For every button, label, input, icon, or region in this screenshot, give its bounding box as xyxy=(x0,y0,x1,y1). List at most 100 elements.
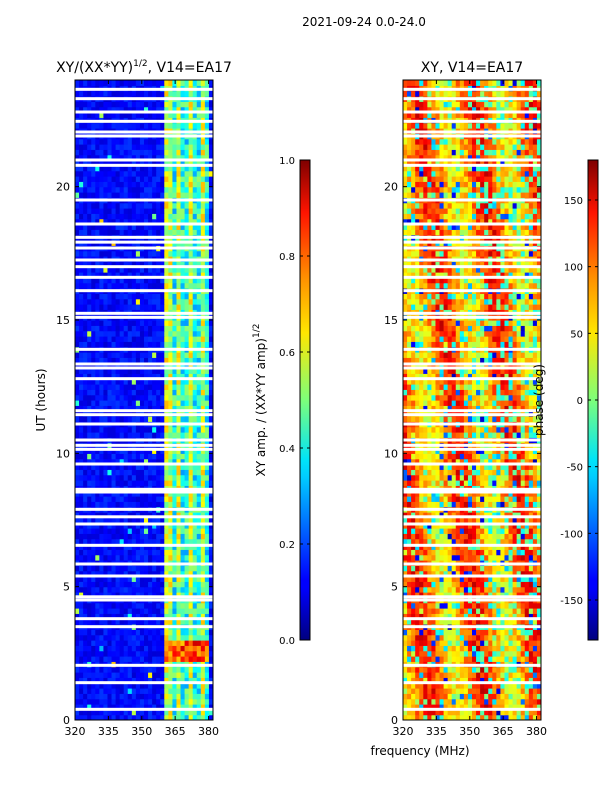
heatmap-cell xyxy=(95,266,100,273)
heatmap-cell xyxy=(516,634,522,641)
heatmap-cell xyxy=(152,554,157,561)
heatmap-cell xyxy=(427,645,433,652)
heatmap-cell xyxy=(131,165,137,172)
heatmap-cell xyxy=(148,149,153,156)
heatmap-cell xyxy=(152,666,157,673)
heatmap-cell xyxy=(127,368,133,374)
heatmap-cell xyxy=(415,714,420,720)
heatmap-cell xyxy=(184,656,190,662)
heatmap-cell xyxy=(204,714,210,720)
heatmap-cell xyxy=(95,229,100,236)
heatmap-cell xyxy=(119,554,125,561)
heatmap-cell xyxy=(411,693,416,700)
heatmap-cell xyxy=(107,272,113,278)
heatmap-cell xyxy=(156,394,161,401)
heatmap-cell xyxy=(99,160,105,166)
heatmap-cell xyxy=(168,581,174,588)
heatmap-cell xyxy=(180,714,186,720)
heatmap-cell xyxy=(95,453,100,460)
heatmap-cell xyxy=(139,378,145,385)
heatmap-cell xyxy=(168,202,174,209)
heatmap-cell xyxy=(131,688,137,694)
heatmap-cell xyxy=(79,592,84,598)
heatmap-cell xyxy=(463,618,469,625)
heatmap-cell xyxy=(144,261,149,268)
heatmap-cell xyxy=(111,282,117,289)
heatmap-cell xyxy=(127,618,133,625)
heatmap-cell xyxy=(176,389,182,396)
heatmap-cell xyxy=(123,656,129,662)
heatmap-cell xyxy=(188,229,194,236)
heatmap-cell xyxy=(131,80,137,86)
heatmap-cell xyxy=(79,320,84,326)
heatmap-cell xyxy=(168,544,174,550)
heatmap-cell xyxy=(200,634,206,641)
heatmap-cell xyxy=(192,266,198,273)
heatmap-cell xyxy=(488,650,493,657)
heatmap-cell xyxy=(111,90,117,97)
heatmap-cell xyxy=(75,352,80,358)
heatmap-cell xyxy=(139,138,145,145)
heatmap-cell xyxy=(87,650,92,657)
heatmap-cell xyxy=(144,352,149,358)
heatmap-cell xyxy=(123,80,129,86)
heatmap-cell xyxy=(472,618,477,625)
heatmap-cell xyxy=(75,432,80,438)
heatmap-cell xyxy=(103,181,109,188)
heatmap-cell xyxy=(415,629,420,636)
heatmap-cell xyxy=(87,266,92,273)
heatmap-cell xyxy=(443,645,449,652)
heatmap-cell xyxy=(484,693,489,700)
heatmap-cell xyxy=(160,538,165,545)
heatmap-cell xyxy=(131,426,137,433)
heatmap-cell xyxy=(164,672,169,678)
heatmap-cell xyxy=(91,389,96,396)
heatmap-cell xyxy=(439,618,445,625)
heatmap-cell xyxy=(127,693,133,700)
heatmap-cell xyxy=(135,704,141,710)
heatmap-cell xyxy=(431,640,437,646)
heatmap-cell xyxy=(164,400,169,406)
heatmap-cell xyxy=(164,352,169,358)
heatmap-cell xyxy=(192,192,198,198)
heatmap-cell xyxy=(119,709,125,716)
heatmap-cell xyxy=(107,613,113,620)
heatmap-cell xyxy=(472,709,477,716)
heatmap-cell xyxy=(411,650,416,657)
heatmap-cell xyxy=(180,357,186,364)
heatmap-cell xyxy=(528,714,534,720)
heatmap-cell xyxy=(99,176,105,182)
heatmap-cell xyxy=(172,266,178,273)
heatmap-cell xyxy=(407,618,412,625)
heatmap-cell xyxy=(204,293,210,300)
heatmap-cell xyxy=(496,608,502,614)
heatmap-cell xyxy=(139,192,145,198)
heatmap-cell xyxy=(496,629,502,636)
heatmap-cell xyxy=(115,400,121,406)
heatmap-cell xyxy=(192,250,198,257)
heatmap-cell xyxy=(160,149,165,156)
heatmap-cell xyxy=(176,581,182,588)
heatmap-cell xyxy=(79,144,84,150)
heatmap-cell xyxy=(139,90,145,97)
heatmap-cell xyxy=(192,320,198,326)
heatmap-cell xyxy=(91,320,96,326)
heatmap-cell xyxy=(411,618,416,625)
heatmap-cell xyxy=(144,474,149,481)
heatmap-cell xyxy=(459,645,465,652)
heatmap-cell xyxy=(87,666,92,673)
heatmap-cell xyxy=(95,528,100,534)
heatmap-cell xyxy=(208,106,213,113)
heatmap-cell xyxy=(95,112,100,118)
heatmap-cell xyxy=(180,90,186,97)
heatmap-cell xyxy=(196,154,202,161)
heatmap-cell xyxy=(208,213,213,220)
heatmap-cell xyxy=(131,224,137,230)
heatmap-cell xyxy=(176,677,182,684)
heatmap-cell xyxy=(192,330,198,337)
heatmap-cell xyxy=(95,570,100,577)
heatmap-cell xyxy=(95,544,100,550)
heatmap-cell xyxy=(115,320,121,326)
heatmap-cell xyxy=(520,693,526,700)
heatmap-cell xyxy=(180,688,186,694)
